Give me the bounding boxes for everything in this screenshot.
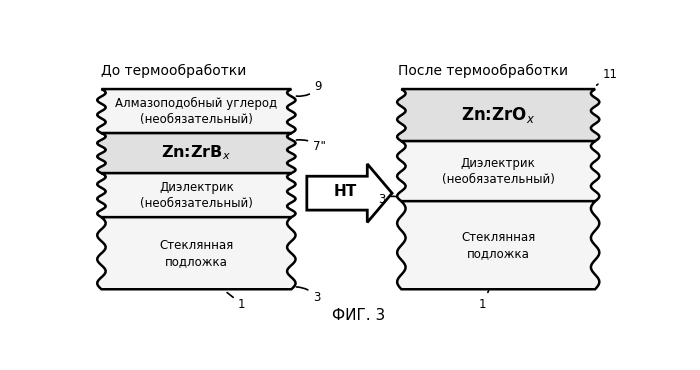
Text: Стеклянная
подложка: Стеклянная подложка [461,231,536,260]
Text: После термообработки: После термообработки [398,64,568,78]
Text: Алмазоподобный углерод
(необязательный): Алмазоподобный углерод (необязательный) [116,97,277,126]
Text: 3: 3 [378,194,396,206]
Polygon shape [307,164,392,222]
Text: 3: 3 [296,287,321,304]
Polygon shape [97,173,295,217]
Text: 1: 1 [479,291,489,311]
Text: Диэлектрик
(необязательный): Диэлектрик (необязательный) [140,181,253,210]
Text: НТ: НТ [334,184,357,199]
Text: 7": 7" [296,139,326,152]
Polygon shape [97,89,295,133]
Text: Стеклянная
подложка: Стеклянная подложка [160,239,234,268]
Text: ФИГ. 3: ФИГ. 3 [332,308,386,323]
Polygon shape [397,201,599,289]
Text: Zn:ZrO$_x$: Zn:ZrO$_x$ [461,105,536,125]
Text: До термообработки: До термообработки [101,64,246,78]
Polygon shape [397,89,599,141]
Text: Диэлектрик
(необязательный): Диэлектрик (необязательный) [442,157,554,186]
Text: 9: 9 [296,80,322,96]
Polygon shape [97,217,295,289]
Text: 11: 11 [596,67,618,85]
Polygon shape [97,133,295,173]
Text: Zn:ZrB$_x$: Zn:ZrB$_x$ [162,144,231,162]
Text: 1: 1 [227,293,246,311]
Polygon shape [397,141,599,201]
